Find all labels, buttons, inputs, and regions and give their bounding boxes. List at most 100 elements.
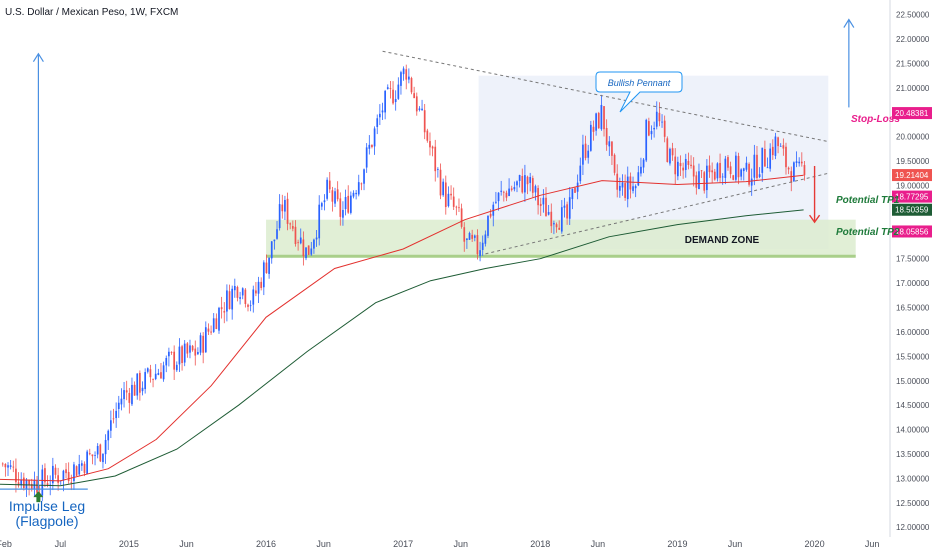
candle-body	[777, 137, 779, 147]
candle-body	[75, 466, 78, 476]
candle-body	[22, 477, 25, 489]
candle-body	[394, 98, 397, 103]
candle-body	[88, 453, 91, 455]
candle-body	[568, 197, 571, 219]
price-tick-label: 15.00000	[896, 377, 930, 386]
candle-body	[141, 387, 144, 392]
candle-body	[249, 305, 252, 307]
time-tick-label: 2017	[393, 539, 413, 549]
price-tick-label: 13.50000	[896, 450, 930, 459]
price-tick-label: 16.50000	[896, 304, 930, 313]
candle-body	[703, 172, 706, 191]
candle-body	[239, 297, 241, 299]
candle-body	[9, 465, 12, 467]
overlays-layer	[0, 174, 804, 487]
candle-body	[553, 223, 555, 225]
candle-body	[67, 471, 70, 481]
candle-body	[110, 420, 112, 431]
candle-body	[666, 138, 669, 163]
candle-body	[611, 141, 613, 156]
candle-body	[479, 250, 481, 256]
candle-body	[450, 193, 452, 196]
candle-body	[199, 335, 202, 353]
candle-body	[30, 483, 33, 490]
candle-body	[99, 444, 102, 462]
candle-body	[687, 160, 690, 165]
candle-body	[376, 118, 379, 128]
candle-body	[286, 198, 289, 224]
candle-body	[505, 192, 508, 198]
time-tick-label: Jun	[179, 539, 194, 549]
candle-body	[724, 158, 727, 178]
candle-body	[173, 351, 176, 370]
candle-body	[207, 328, 210, 332]
candle-body	[133, 384, 136, 396]
candle-body	[782, 145, 785, 149]
candle-body	[766, 167, 769, 169]
candle-body	[73, 464, 75, 482]
candle-body	[539, 203, 542, 206]
bullish-pennant-label: Bullish Pennant	[608, 78, 671, 88]
candle-body	[632, 186, 634, 191]
candle-body	[139, 372, 141, 393]
candle-body	[381, 110, 384, 113]
candle-body	[51, 465, 54, 484]
candle-body	[545, 197, 547, 217]
candle-body	[698, 171, 700, 190]
candle-body	[769, 148, 772, 169]
candle-body	[764, 149, 766, 167]
candle-body	[502, 191, 505, 193]
candle-body	[112, 418, 115, 420]
candle-body	[352, 192, 355, 197]
candle-body	[645, 119, 648, 161]
candle-body	[54, 467, 57, 475]
candle-body	[349, 195, 352, 213]
candle-body	[78, 463, 81, 475]
candle-body	[624, 183, 626, 198]
candle-body	[745, 162, 748, 170]
candle-body	[241, 288, 244, 296]
candle-body	[400, 72, 402, 86]
time-tick-label: 2019	[667, 539, 687, 549]
price-tag-label: 18.77295	[895, 193, 929, 202]
candle-body	[732, 175, 735, 180]
price-labels: 20.48381 19.21404 18.77295 18.50359 18.05856	[892, 107, 932, 238]
price-tick-label: 14.00000	[896, 426, 930, 435]
price-tick-label: 14.50000	[896, 401, 930, 410]
candle-body	[276, 229, 278, 239]
candle-body	[626, 176, 629, 200]
candle-body	[220, 307, 223, 310]
candle-body	[331, 190, 334, 202]
candle-body	[677, 161, 679, 177]
candle-body	[233, 285, 236, 291]
candle-body	[397, 84, 400, 99]
candle-body	[413, 93, 416, 99]
price-tick-label: 15.50000	[896, 352, 930, 361]
candle-body	[460, 208, 463, 227]
candle-body	[41, 469, 44, 496]
candle-body	[629, 176, 632, 190]
candle-body	[178, 346, 181, 365]
candle-body	[160, 372, 162, 379]
candle-body	[157, 373, 160, 375]
candle-body	[7, 465, 9, 468]
candle-body	[742, 168, 745, 172]
candle-body	[753, 154, 756, 178]
candle-body	[368, 144, 371, 149]
time-tick-label: Feb	[0, 539, 12, 549]
candle-body	[700, 170, 703, 172]
candle-body	[605, 127, 608, 145]
candle-body	[228, 291, 231, 309]
candle-body	[429, 141, 431, 148]
candle-body	[518, 175, 521, 181]
candle-body	[152, 379, 154, 380]
candle-body	[785, 146, 787, 168]
candle-body	[555, 224, 558, 228]
candle-body	[692, 165, 695, 177]
candle-body	[484, 234, 487, 244]
candle-body	[560, 207, 563, 232]
candle-body	[571, 188, 574, 200]
candle-body	[774, 136, 777, 156]
candle-body	[270, 241, 273, 259]
